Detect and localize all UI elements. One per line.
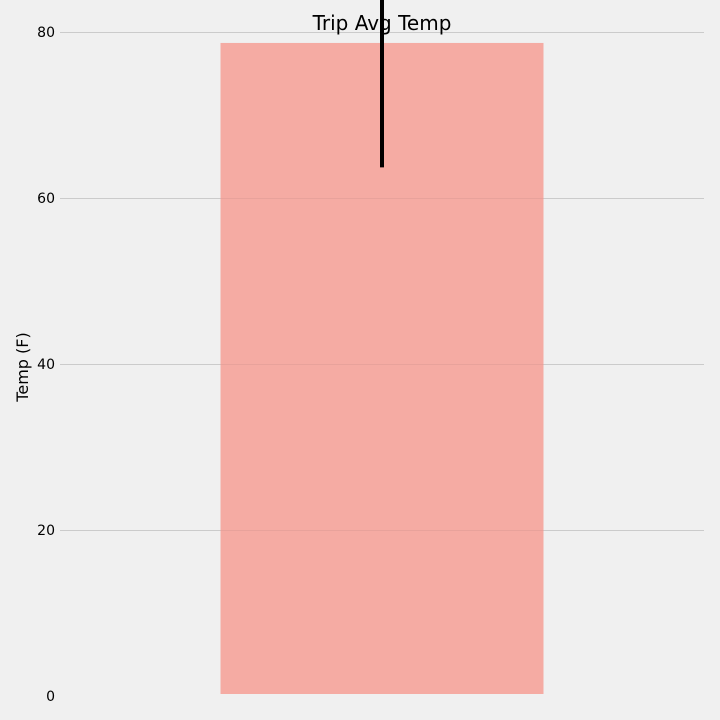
y-tick-label-1: 20 [37, 523, 55, 539]
y-tick-label-0: 0 [46, 689, 55, 705]
y-tick-label-3: 60 [37, 191, 55, 207]
y-tick-label-2: 40 [37, 357, 55, 373]
chart-title: Trip Avg Temp [312, 11, 452, 35]
y-tick-labels: 0 20 40 60 80 [37, 25, 55, 705]
y-tick-label-4: 80 [37, 25, 55, 41]
y-axis-label: Temp (F) [13, 332, 32, 402]
